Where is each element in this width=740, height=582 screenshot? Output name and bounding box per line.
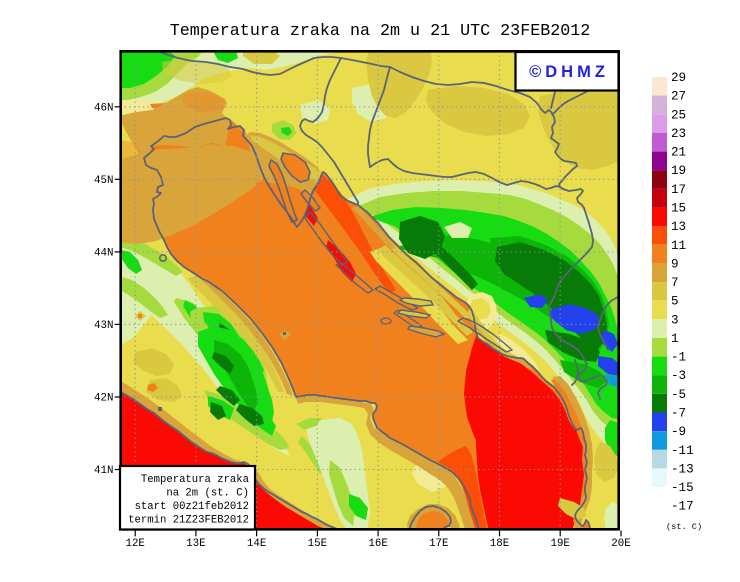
svg-text:21: 21 xyxy=(671,146,686,160)
svg-text:18E: 18E xyxy=(490,538,509,550)
svg-text:11: 11 xyxy=(671,239,686,253)
svg-text:-17: -17 xyxy=(671,500,694,514)
svg-text:29: 29 xyxy=(671,71,686,85)
svg-text:25: 25 xyxy=(671,108,686,122)
svg-text:14E: 14E xyxy=(247,538,266,550)
svg-text:15: 15 xyxy=(671,202,686,216)
svg-text:43N: 43N xyxy=(94,320,113,332)
svg-text:5: 5 xyxy=(671,295,679,309)
svg-text:15E: 15E xyxy=(308,538,327,550)
svg-text:45N: 45N xyxy=(94,175,113,187)
svg-text:3: 3 xyxy=(671,313,679,327)
svg-text:start 00z21feb2012: start 00z21feb2012 xyxy=(135,501,249,513)
svg-text:1: 1 xyxy=(671,332,679,346)
svg-text:-15: -15 xyxy=(671,481,694,495)
svg-text:13: 13 xyxy=(671,220,686,234)
svg-text:12E: 12E xyxy=(125,538,144,550)
svg-text:16E: 16E xyxy=(368,538,387,550)
svg-text:Temperatura zraka na 2m u 21 U: Temperatura zraka na 2m u 21 UTC 23FEB20… xyxy=(170,22,591,41)
svg-text:na 2m (st. C): na 2m (st. C) xyxy=(166,488,249,500)
svg-text:(st. C): (st. C) xyxy=(666,522,702,532)
svg-text:Temperatura zraka: Temperatura zraka xyxy=(141,474,249,486)
svg-text:46N: 46N xyxy=(94,103,113,115)
svg-text:20E: 20E xyxy=(611,538,630,550)
svg-text:42N: 42N xyxy=(94,393,113,405)
svg-text:7: 7 xyxy=(671,276,679,290)
svg-text:19E: 19E xyxy=(550,538,569,550)
svg-text:-11: -11 xyxy=(671,444,694,458)
svg-text:23: 23 xyxy=(671,127,686,141)
svg-text:-13: -13 xyxy=(671,462,694,476)
svg-text:44N: 44N xyxy=(94,248,113,260)
svg-text:13E: 13E xyxy=(186,538,205,550)
svg-text:-5: -5 xyxy=(671,388,686,402)
svg-text:-1: -1 xyxy=(671,351,686,365)
svg-text:41N: 41N xyxy=(94,465,113,477)
svg-text:27: 27 xyxy=(671,90,686,104)
svg-text:-3: -3 xyxy=(671,369,686,383)
svg-text:©DHMZ: ©DHMZ xyxy=(529,63,609,81)
svg-text:17: 17 xyxy=(671,183,686,197)
svg-text:17E: 17E xyxy=(429,538,448,550)
svg-text:9: 9 xyxy=(671,257,679,271)
svg-text:19: 19 xyxy=(671,164,686,178)
svg-text:termin 21Z23FEB2012: termin 21Z23FEB2012 xyxy=(128,515,249,527)
svg-text:-7: -7 xyxy=(671,407,686,421)
svg-text:-9: -9 xyxy=(671,425,686,439)
